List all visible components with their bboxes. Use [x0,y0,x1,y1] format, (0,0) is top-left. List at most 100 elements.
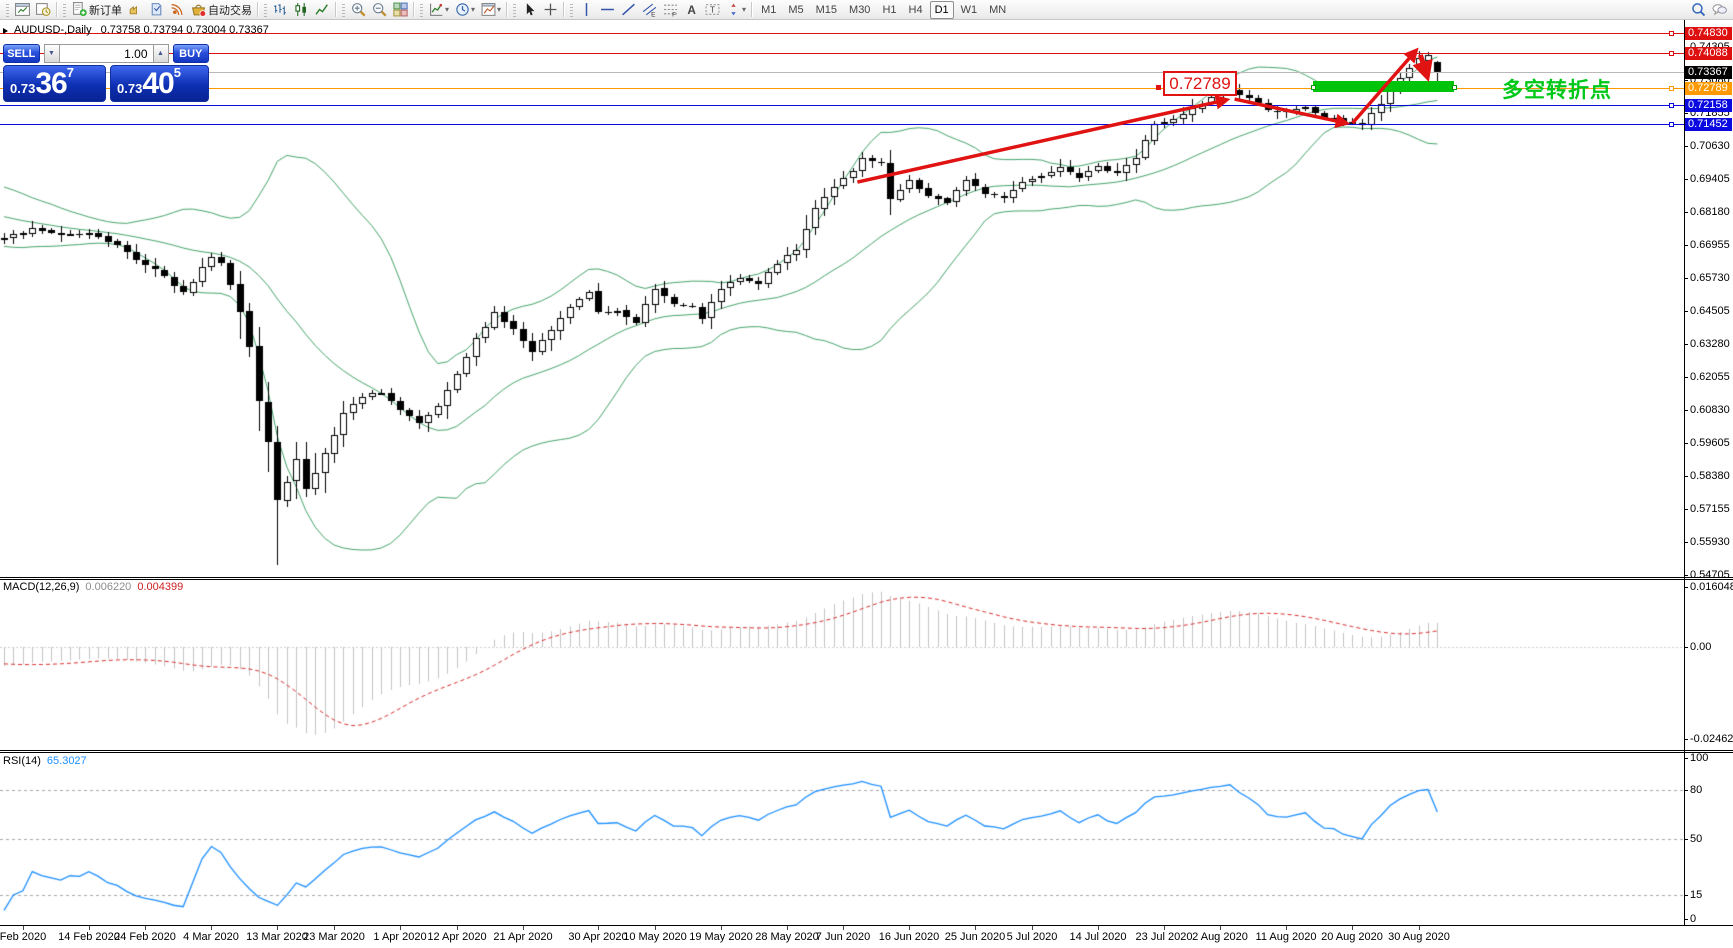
price-tick-mark [1684,575,1688,576]
line-handle[interactable] [1669,31,1674,36]
toolbar-grip [264,2,267,17]
rsi-tick-mark [1684,895,1688,896]
indicators-icon [430,3,443,16]
signals-button[interactable] [167,0,188,20]
zoom-in-button[interactable] [348,0,369,20]
cursor-button[interactable] [519,0,540,20]
timeframe-m15-button[interactable]: M15 [815,3,838,16]
panel-separator[interactable] [0,577,1733,578]
price-tick-label: 0.59605 [1690,437,1730,449]
macd-main-value: 0.006220 [85,581,132,593]
timeframe-h4-button[interactable]: H4 [908,3,923,16]
buy-button[interactable]: BUY [172,44,209,63]
panel-separator[interactable] [0,579,1733,580]
chat-button[interactable] [1709,0,1730,20]
search-button[interactable] [1688,0,1709,20]
arrows-icon [731,3,736,16]
rsi-tick-mark [1684,790,1688,791]
horizontal-line-object[interactable] [0,124,1684,125]
equidistant-channel-icon: E [642,3,657,17]
vertical-line-button[interactable] [576,0,597,20]
date-axis-separator [0,925,1733,926]
price-tick-label: 0.68180 [1690,206,1730,218]
toolbar-grip [513,2,517,17]
templates-button[interactable]: ▾ [478,0,504,20]
macd-name: MACD(12,26,9) [3,581,80,593]
timeframe-m5-button[interactable]: M5 [788,3,804,16]
price-axis-label: 0.73367 [1685,66,1732,79]
line-handle[interactable] [1669,103,1674,108]
toolbar-grip [6,2,9,17]
callout-anchor-handle[interactable] [1156,85,1161,90]
autotrading-button[interactable]: 自动交易 [188,0,255,20]
line-chart-button[interactable] [312,0,333,20]
trendline-button[interactable] [618,0,639,20]
sell-button[interactable]: SELL [3,44,40,63]
macd-scale-label: -0.024625 [1690,733,1733,745]
equidistant-channel-button[interactable]: E [639,0,660,20]
panel-separator[interactable] [0,752,1733,753]
price-tick-mark [1684,476,1688,477]
line-handle[interactable] [1669,86,1674,91]
horizontal-line-object[interactable] [0,105,1684,106]
horizontal-line-object[interactable] [0,33,1684,34]
bar-chart-button[interactable] [270,0,291,20]
panel-separator[interactable] [0,750,1733,751]
date-label: 5 Jul 2020 [1006,931,1058,943]
crosshair-button[interactable] [540,0,561,20]
candle-chart-button[interactable] [291,0,312,20]
timeframe-mn-button[interactable]: MN [989,3,1007,16]
trend-arrow[interactable] [857,94,1231,184]
chart-window-button[interactable] [12,0,33,20]
volume-input[interactable] [59,44,153,63]
tile-windows-button[interactable] [390,0,411,20]
rsi-tick-mark [1684,758,1688,759]
date-tick-mark [721,926,722,930]
line-handle[interactable] [1669,122,1674,127]
zone-handle-right[interactable] [1452,85,1457,90]
arrows-button[interactable]: ▾ [723,0,749,20]
date-label: 14 Jul 2020 [1069,931,1127,943]
timeframe-m1-button[interactable]: M1 [761,3,777,16]
timeframe-h1-button[interactable]: H1 [882,3,897,16]
timeframe-m30-button[interactable]: M30 [849,3,871,16]
price-tick-label: 0.57155 [1690,503,1730,515]
fibonacci-button[interactable]: F [660,0,681,20]
date-label: 23 Mar 2020 [303,931,365,943]
buy-price-panel[interactable]: 0.73 40 5 [110,65,209,102]
volume-increase-button[interactable]: ▲ [152,44,169,63]
line-handle[interactable] [1669,51,1674,56]
text-button[interactable]: A [681,0,702,20]
date-tick-mark [1352,926,1353,930]
market-watch-button[interactable] [146,0,167,20]
toolbar-separator [257,2,259,17]
profiles-button[interactable] [33,0,54,20]
date-label: 30 Aug 2020 [1388,931,1450,943]
timeframe-d1-button[interactable]: D1 [929,0,954,19]
zoom-out-button[interactable] [369,0,390,20]
new-order-button[interactable]: 新订单 [69,0,125,20]
horizontal-line-object[interactable] [0,53,1684,54]
trend-arrow[interactable] [1234,97,1351,129]
trend-arrow[interactable] [1412,54,1433,83]
timeframe-w1-button[interactable]: W1 [960,3,978,16]
toolbar-grip [420,2,423,17]
text-label-button[interactable]: T [702,0,723,20]
sell-price-panel[interactable]: 0.73 36 7 [3,65,106,102]
timeframes-menu-button[interactable]: ▾ [452,0,478,20]
trend-arrow[interactable] [1351,47,1419,125]
indicators-button[interactable]: ▾ [426,0,452,20]
price-tick-label: 0.69405 [1690,173,1730,185]
price-tick-label: 0.58380 [1690,470,1730,482]
date-tick-mark [655,926,656,930]
horizontal-line-button[interactable] [597,0,618,20]
depth-of-market-button[interactable] [125,0,146,20]
volume-decrease-button[interactable]: ▼ [43,44,60,63]
horizontal-line-object[interactable] [0,88,1684,89]
symbol-period-label: AUDUSD-,Daily [14,24,92,36]
date-label: 11 Aug 2020 [1255,931,1317,943]
price-callout-label[interactable]: 0.72789 [1163,71,1237,96]
zone-handle-left[interactable] [1311,85,1316,90]
